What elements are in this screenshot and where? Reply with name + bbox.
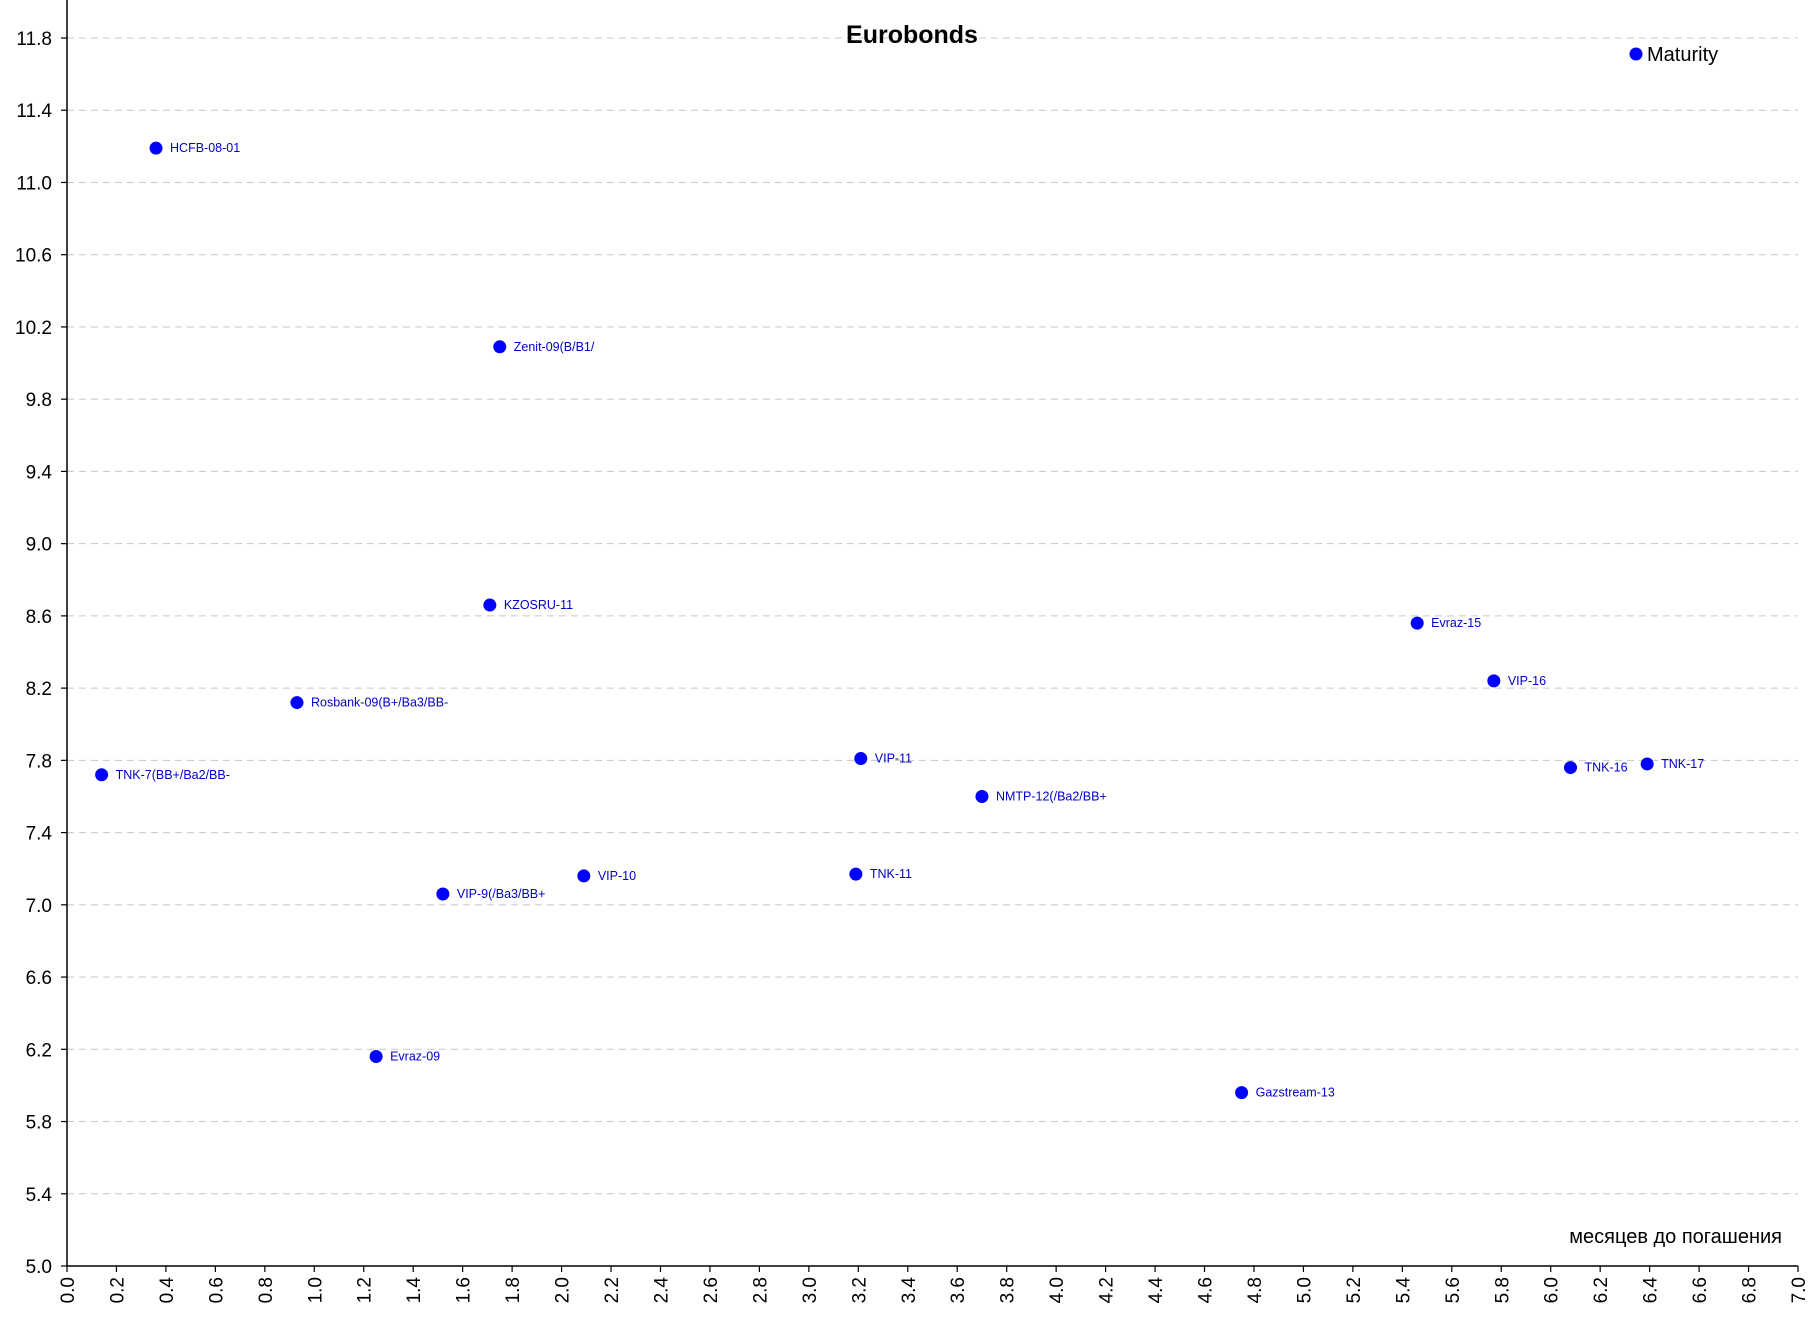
x-tick-label: 6.4	[1641, 1277, 1662, 1304]
x-tick-label: 0.8	[256, 1277, 277, 1303]
x-tick-label: 5.4	[1393, 1277, 1414, 1304]
chart-title: Eurobonds	[846, 21, 978, 49]
legend-marker	[1629, 47, 1643, 61]
x-tick-label: 4.8	[1245, 1277, 1266, 1303]
x-tick-label: 4.4	[1146, 1277, 1167, 1304]
data-label: KZOSRU-11	[504, 598, 573, 612]
data-point	[149, 141, 163, 155]
y-tick-label: 6.2	[26, 1040, 52, 1061]
data-label: TNK-11	[870, 867, 912, 881]
x-tick-label: 1.4	[404, 1277, 425, 1304]
data-point	[1235, 1086, 1249, 1100]
x-tick-label: 3.4	[899, 1277, 920, 1304]
data-label: Evraz-09	[390, 1050, 440, 1064]
x-tick-label: 4.2	[1097, 1277, 1118, 1303]
x-tick-label: 7.0	[1789, 1277, 1810, 1303]
x-tick-label: 3.2	[849, 1277, 870, 1303]
y-tick-label: 7.8	[26, 751, 52, 772]
x-tick-label: 3.6	[948, 1277, 969, 1303]
y-tick-label: 5.4	[26, 1185, 53, 1206]
y-tick-label: 9.0	[26, 535, 52, 556]
legend-label: Maturity	[1647, 44, 1718, 66]
data-label: Rosbank-09(B+/Ba3/BB-	[311, 696, 448, 710]
x-axis-label: месяцев до погашения	[1569, 1226, 1782, 1248]
data-point	[493, 340, 507, 354]
data-label: TNK-7(BB+/Ba2/BB-	[116, 768, 230, 782]
x-tick-label: 1.6	[454, 1277, 475, 1303]
x-tick-label: 2.8	[750, 1277, 771, 1303]
data-point	[1640, 757, 1654, 771]
x-tick-label: 2.2	[602, 1277, 623, 1303]
x-tick-label: 3.0	[800, 1277, 821, 1303]
data-label: TNK-17	[1661, 757, 1704, 771]
x-tick-label: 0.6	[206, 1277, 227, 1303]
x-tick-label: 0.2	[107, 1277, 128, 1303]
data-label: VIP-16	[1508, 674, 1546, 688]
x-tick-label: 6.6	[1690, 1277, 1711, 1303]
data-label: TNK-16	[1584, 761, 1627, 775]
x-tick-label: 2.0	[553, 1277, 574, 1303]
x-tick-label: 6.0	[1542, 1277, 1563, 1303]
x-tick-label: 5.6	[1443, 1277, 1464, 1303]
data-point	[577, 869, 591, 883]
data-point	[483, 598, 497, 612]
data-point	[95, 768, 109, 782]
x-tick-label: 1.8	[503, 1277, 524, 1303]
x-tick-label: 1.2	[355, 1277, 376, 1303]
data-label: VIP-9(/Ba3/BB+	[457, 887, 546, 901]
x-tick-label: 1.0	[305, 1277, 326, 1303]
x-tick-label: 4.0	[1047, 1277, 1068, 1303]
y-tick-label: 9.8	[26, 390, 52, 411]
data-point	[290, 696, 304, 710]
data-label: HCFB-08-01	[170, 141, 240, 155]
data-point	[975, 789, 989, 803]
y-tick-label: 9.4	[26, 462, 53, 483]
data-label: VIP-10	[598, 869, 636, 883]
x-tick-label: 2.4	[651, 1277, 672, 1304]
data-point	[849, 867, 863, 881]
x-tick-label: 4.6	[1196, 1277, 1217, 1303]
x-tick-label: 5.2	[1344, 1277, 1365, 1303]
data-points: HCFB-08-01 Zenit-09(B/B1/KZOSRU-11 Rosbank…	[95, 141, 1704, 1100]
data-point	[436, 887, 450, 901]
x-tick-label: 3.8	[998, 1277, 1019, 1303]
y-tick-label: 11.4	[16, 101, 52, 122]
data-label: Gazstream-13	[1256, 1086, 1335, 1100]
x-tick-label: 0.0	[58, 1277, 79, 1303]
x-tick-label: 2.6	[701, 1277, 722, 1303]
x-tick-label: 0.4	[157, 1277, 178, 1304]
y-tick-label: 10.6	[15, 246, 52, 267]
legend: Maturity	[1629, 44, 1718, 66]
x-tick-label: 6.8	[1740, 1277, 1761, 1303]
data-point	[1563, 761, 1577, 775]
y-tick-label: 6.6	[26, 968, 52, 989]
x-tick-label: 5.0	[1294, 1277, 1315, 1303]
y-tick-label: 10.2	[15, 318, 52, 339]
gridlines	[67, 37, 1798, 1195]
y-tick-label: 7.0	[26, 896, 52, 917]
x-tick-label: 5.8	[1492, 1277, 1513, 1303]
y-tick-label: 8.6	[26, 607, 52, 628]
y-tick-label: 11.8	[16, 29, 52, 50]
data-point	[369, 1050, 383, 1064]
y-tick-label: 7.4	[26, 824, 53, 845]
data-point	[1487, 674, 1501, 688]
x-tick-label: 6.2	[1591, 1277, 1612, 1303]
data-label: Evraz-15	[1431, 616, 1481, 630]
data-point	[854, 752, 868, 766]
data-label: VIP-11	[875, 752, 912, 766]
axes: 5.0 5.4 5.8 6.2 6.6 7.0 7.4 7.8 8.2 8.6 9.0 9.4 9.8 1…	[15, 0, 1810, 1303]
data-label: Zenit-09(B/B1/	[514, 340, 595, 354]
y-tick-label: 8.2	[26, 679, 52, 700]
y-tick-label: 5.8	[26, 1113, 52, 1134]
y-tick-label: 5.0	[26, 1257, 52, 1278]
data-label: NMTP-12(/Ba2/BB+	[996, 789, 1107, 803]
data-point	[1410, 616, 1424, 630]
y-tick-label: 11.0	[16, 173, 52, 194]
